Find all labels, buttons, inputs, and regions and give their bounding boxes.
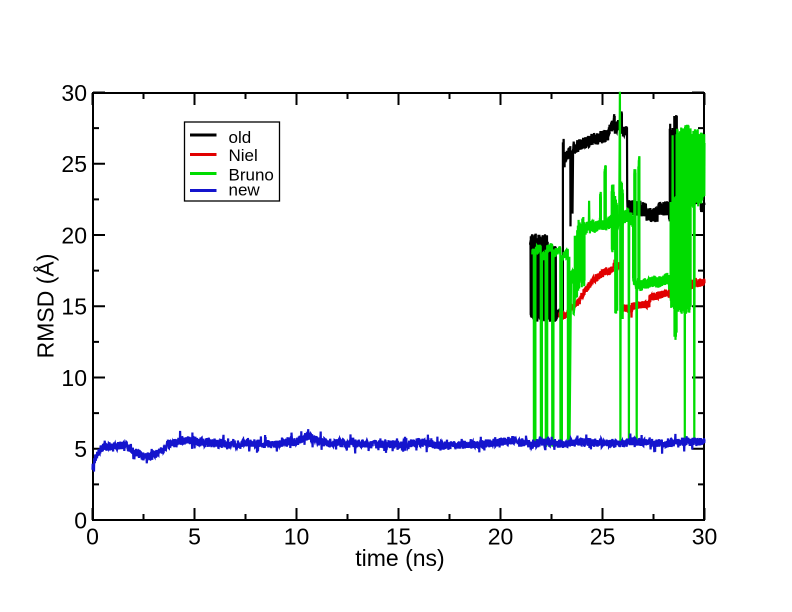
svg-text:Bruno: Bruno — [229, 166, 274, 185]
svg-text:20: 20 — [488, 524, 514, 550]
svg-text:30: 30 — [61, 80, 87, 106]
svg-text:15: 15 — [61, 294, 87, 320]
svg-text:5: 5 — [188, 524, 201, 550]
svg-text:25: 25 — [61, 151, 87, 177]
svg-text:25: 25 — [590, 524, 616, 550]
svg-text:30: 30 — [692, 524, 718, 550]
svg-text:old: old — [229, 128, 252, 147]
svg-text:time (ns): time (ns) — [355, 545, 444, 571]
svg-text:5: 5 — [74, 436, 87, 462]
svg-text:10: 10 — [61, 365, 87, 391]
svg-text:20: 20 — [61, 222, 87, 248]
svg-text:new: new — [229, 181, 261, 200]
svg-text:Niel: Niel — [229, 146, 258, 165]
svg-text:0: 0 — [86, 524, 99, 550]
svg-text:0: 0 — [74, 507, 87, 533]
svg-text:10: 10 — [284, 524, 310, 550]
svg-text:15: 15 — [386, 524, 412, 550]
svg-text:RMSD (Å): RMSD (Å) — [32, 254, 59, 359]
